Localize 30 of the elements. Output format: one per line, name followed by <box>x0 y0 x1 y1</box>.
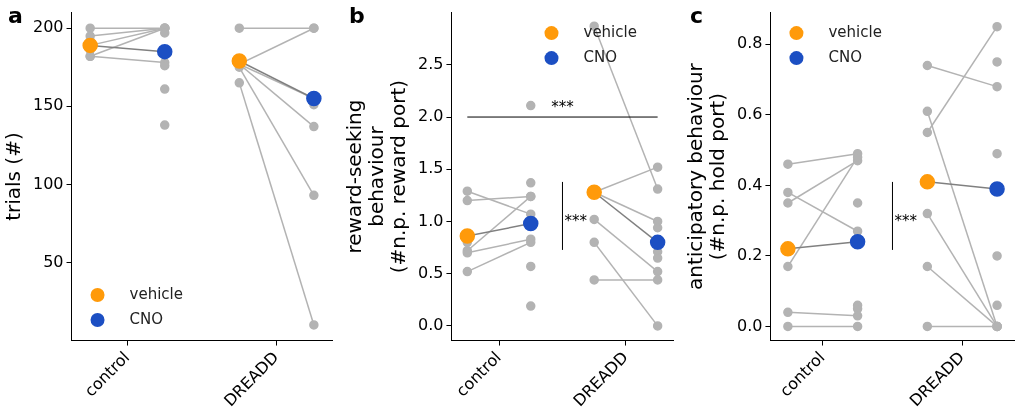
y-tick-label: 0.0 <box>736 315 763 335</box>
ref-line-label: *** <box>551 98 575 117</box>
y-tick-label: 1.5 <box>417 158 444 178</box>
y-tick-label: 0.6 <box>736 104 763 124</box>
legend-label: vehicle <box>828 22 882 41</box>
legend-label: vehicle <box>583 22 637 41</box>
y-axis-title: reward-seeking behaviour (#n.p. reward port) <box>342 79 411 274</box>
y-tick-label: 50 <box>43 251 64 271</box>
y-tick-label: 1.0 <box>417 210 444 230</box>
annotation: *** <box>894 211 918 230</box>
y-tick-label: 0.0 <box>417 315 444 335</box>
y-tick-label: 200 <box>32 17 64 37</box>
chart-title: c <box>690 2 704 28</box>
legend-label: CNO <box>828 47 862 66</box>
chart-title: a <box>8 2 23 28</box>
y-tick-label: 0.8 <box>736 33 763 53</box>
y-tick-label: 150 <box>32 95 64 115</box>
y-tick-label: 0.2 <box>736 245 763 265</box>
annotation: *** <box>564 211 588 230</box>
y-tick-label: 2.5 <box>417 53 444 73</box>
y-tick-label: 0.4 <box>736 174 763 194</box>
legend-label: CNO <box>583 47 618 66</box>
y-tick-label: 100 <box>32 173 64 193</box>
y-axis-title: trials (#) <box>1 132 26 221</box>
legend-label: vehicle <box>129 284 183 303</box>
chart-title: b <box>349 2 365 28</box>
y-tick-label: 0.5 <box>417 262 444 282</box>
legend-label: CNO <box>129 309 164 328</box>
y-tick-label: 2.0 <box>417 106 444 126</box>
y-axis-title: anticipatory behaviour (#n.p. hold port) <box>683 62 730 290</box>
